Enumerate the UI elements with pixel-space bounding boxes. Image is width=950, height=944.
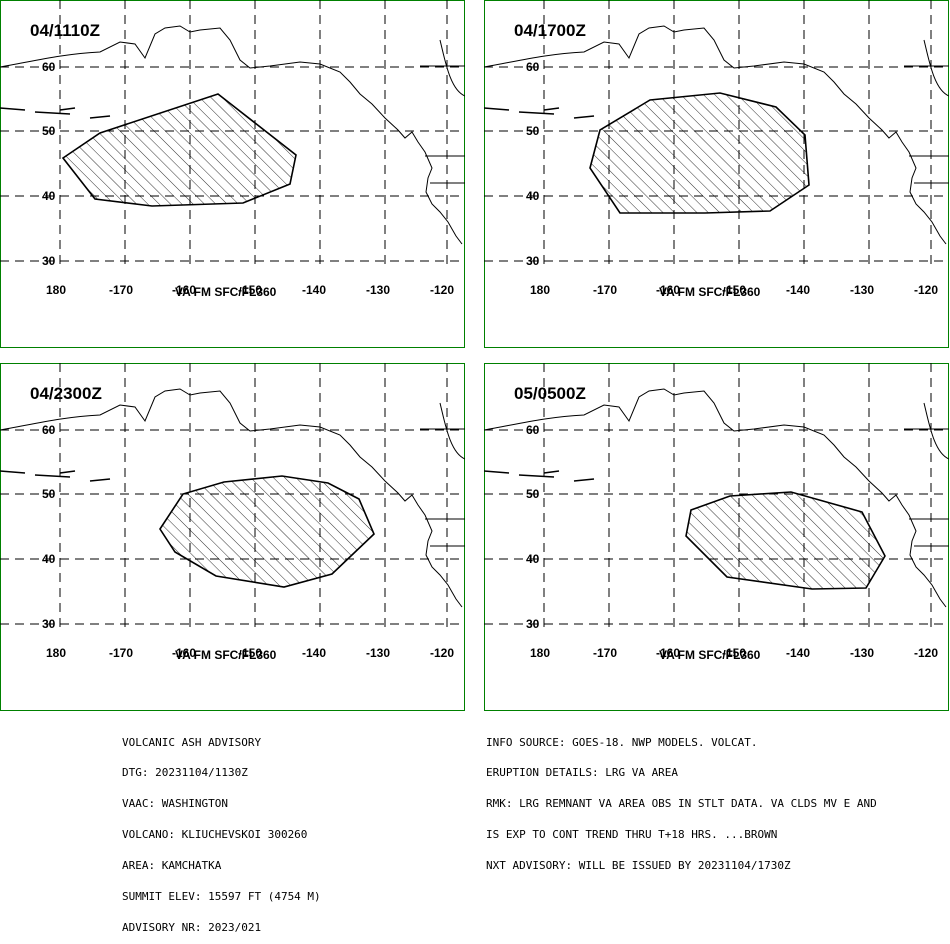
latitude-label: 30 xyxy=(526,254,540,268)
map-canvas: 60 50 40 30 180 -170 -160 -150 -140 -130 -120 04/17… xyxy=(484,0,949,348)
advisory-line: DTG: 20231104/1130Z xyxy=(122,766,248,780)
info-line: RMK: LRG REMNANT VA AREA OBS IN STLT DAT… xyxy=(486,797,877,811)
ash-cloud-area xyxy=(159,475,375,588)
latitude-label: 50 xyxy=(526,487,540,501)
longitude-label: -160 xyxy=(656,646,680,660)
longitude-label: -140 xyxy=(302,283,326,297)
map-canvas: 60 50 40 30 180 -170 -160 -150 -140 -130 -120 04/23… xyxy=(0,363,465,711)
longitude-label: -160 xyxy=(172,646,196,660)
longitude-label: -150 xyxy=(238,283,262,297)
advisory-line: ADVISORY NR: 2023/021 xyxy=(122,920,262,934)
coastline xyxy=(484,388,949,608)
latitude-label: 30 xyxy=(526,617,540,631)
map-canvas: 60 50 40 30 180 -170 -160 -150 -140 -130 -120 04/11… xyxy=(0,0,465,348)
latitude-label: 50 xyxy=(42,124,56,138)
advisory-line: VOLCANO: KLIUCHEVSKOI 300260 xyxy=(122,828,308,842)
longitude-label: -170 xyxy=(593,283,617,297)
longitude-label: -120 xyxy=(914,646,938,660)
latitude-label: 50 xyxy=(526,124,540,138)
advisory-line: SUMMIT ELEV: 15597 FT (4754 M) xyxy=(122,890,321,904)
advisory-line: VAAC: WASHINGTON xyxy=(122,797,228,811)
latitude-label: 30 xyxy=(42,254,56,268)
info-line: NXT ADVISORY: WILL BE ISSUED BY 20231104… xyxy=(486,859,791,873)
forecast-panel-2: 60 50 40 30 180 -170 -160 -150 -140 -130 -120 04/17… xyxy=(484,0,949,348)
longitude-label: -140 xyxy=(786,283,810,297)
latitude-label: 40 xyxy=(42,189,56,203)
advisory-remarks: INFO SOURCE: GOES-18. NWP MODELS. VOLCAT… xyxy=(486,717,877,882)
longitude-label: -120 xyxy=(914,283,938,297)
longitude-label: 180 xyxy=(530,283,550,297)
valid-time-label: 04/2300Z xyxy=(30,384,102,403)
advisory-header: VOLCANIC ASH ADVISORY DTG: 20231104/1130… xyxy=(122,717,321,944)
longitude-label: 180 xyxy=(46,646,66,660)
map-layer: 60 50 40 30 180 -170 -160 -150 -140 -130 -120 xyxy=(484,0,949,348)
longitude-label: -170 xyxy=(109,283,133,297)
valid-time-label: 04/1700Z xyxy=(514,21,586,40)
map-canvas: 60 50 40 30 180 -170 -160 -150 -140 -130 -120 05/05… xyxy=(484,363,949,711)
ash-cloud-area xyxy=(685,491,886,590)
aleutian-islands xyxy=(0,107,111,119)
longitude-label: -170 xyxy=(593,646,617,660)
longitude-label: -130 xyxy=(366,283,390,297)
aleutian-islands xyxy=(484,470,595,482)
longitude-label: -170 xyxy=(109,646,133,660)
flight-level-label: VA FM SFC/FL360 xyxy=(175,648,277,662)
forecast-panel-3: 60 50 40 30 180 -170 -160 -150 -140 -130 -120 04/23… xyxy=(0,363,465,711)
map-layer: 60 50 40 30 180 -170 -160 -150 -140 -130 -120 xyxy=(0,363,465,711)
longitude-label: -140 xyxy=(302,646,326,660)
longitude-label: -150 xyxy=(722,283,746,297)
longitude-label: 180 xyxy=(530,646,550,660)
map-layer: 60 50 40 30 180 -170 -160 -150 -140 -130 -120 xyxy=(0,0,465,348)
latitude-label: 40 xyxy=(526,189,540,203)
ash-cloud-area xyxy=(589,92,810,214)
latitude-label: 30 xyxy=(42,617,56,631)
latitude-label: 40 xyxy=(526,552,540,566)
info-line: IS EXP TO CONT TREND THRU T+18 HRS. ...B… xyxy=(486,828,778,842)
flight-level-label: VA FM SFC/FL360 xyxy=(659,648,761,662)
longitude-label: 180 xyxy=(46,283,66,297)
latitude-label: 60 xyxy=(526,60,540,74)
aleutian-islands xyxy=(484,107,595,119)
map-layer: 60 50 40 30 180 -170 -160 -150 -140 -130 -120 xyxy=(484,363,949,711)
latitude-label: 50 xyxy=(42,487,56,501)
latitude-label: 60 xyxy=(526,423,540,437)
longitude-label: -160 xyxy=(172,283,196,297)
valid-time-label: 04/1110Z xyxy=(30,21,100,40)
aleutian-islands xyxy=(0,470,111,482)
valid-time-label: 05/0500Z xyxy=(514,384,586,403)
longitude-label: -130 xyxy=(850,283,874,297)
latitude-label: 40 xyxy=(42,552,56,566)
longitude-label: -130 xyxy=(850,646,874,660)
latitude-label: 60 xyxy=(42,60,56,74)
advisory-line: VOLCANIC ASH ADVISORY xyxy=(122,735,262,749)
forecast-panel-1: 60 50 40 30 180 -170 -160 -150 -140 -130 -120 04/11… xyxy=(0,0,465,348)
flight-level-label: VA FM SFC/FL360 xyxy=(659,285,761,299)
longitude-label: -150 xyxy=(238,646,262,660)
longitude-label: -120 xyxy=(430,283,454,297)
longitude-label: -120 xyxy=(430,646,454,660)
ash-cloud-area xyxy=(61,93,297,207)
longitude-label: -150 xyxy=(722,646,746,660)
flight-level-label: VA FM SFC/FL360 xyxy=(175,285,277,299)
forecast-panel-4: 60 50 40 30 180 -170 -160 -150 -140 -130 -120 05/05… xyxy=(484,363,949,711)
longitude-label: -140 xyxy=(786,646,810,660)
coastline xyxy=(0,388,465,608)
advisory-line: AREA: KAMCHATKA xyxy=(122,859,222,873)
longitude-label: -130 xyxy=(366,646,390,660)
latitude-label: 60 xyxy=(42,423,56,437)
coastline xyxy=(0,25,465,245)
longitude-label: -160 xyxy=(656,283,680,297)
coastline xyxy=(484,25,949,245)
info-line: ERUPTION DETAILS: LRG VA AREA xyxy=(486,766,679,780)
info-line: INFO SOURCE: GOES-18. NWP MODELS. VOLCAT… xyxy=(486,735,758,749)
